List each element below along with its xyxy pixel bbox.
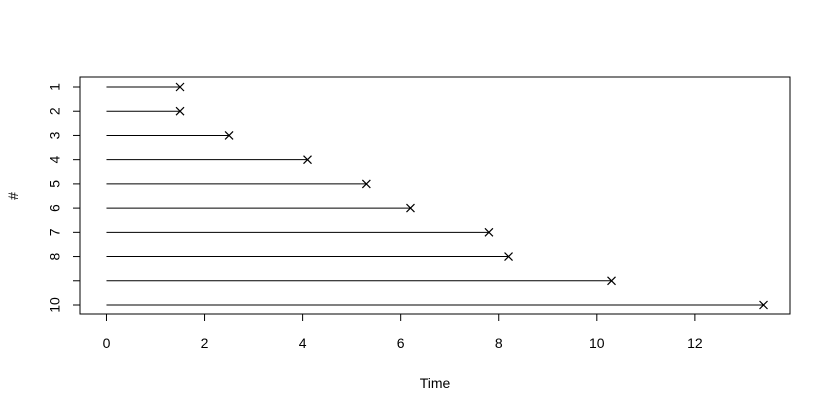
x-axis-label: Time: [420, 375, 451, 391]
y-tick-label: 4: [47, 156, 63, 164]
y-tick-label: 1: [47, 83, 63, 91]
y-tick-label: 10: [47, 297, 63, 313]
y-tick-label: 6: [47, 204, 63, 212]
y-tick-label: 8: [47, 252, 63, 260]
event-marker: [175, 106, 185, 116]
x-tick-label: 2: [201, 335, 209, 351]
event-marker: [484, 227, 494, 237]
event-marker: [224, 131, 234, 140]
event-marker: [175, 82, 185, 92]
y-axis-label: #: [5, 192, 21, 200]
event-marker: [504, 252, 513, 261]
event-marker: [406, 203, 415, 213]
x-tick-label: 0: [103, 335, 111, 351]
x-tick-label: 12: [687, 335, 703, 351]
y-tick-label: 7: [47, 228, 63, 236]
event-marker: [361, 179, 371, 189]
plot-box: [79, 76, 791, 315]
x-tick-label: 6: [397, 335, 405, 351]
x-tick-label: 8: [495, 335, 503, 351]
y-tick-label: 3: [47, 131, 63, 139]
event-marker: [303, 155, 312, 165]
x-tick-label: 10: [589, 335, 605, 351]
event-marker: [759, 300, 768, 310]
x-tick-label: 4: [299, 335, 307, 351]
event-marker: [607, 276, 616, 286]
y-tick-label: 5: [47, 180, 63, 188]
y-tick-label: 2: [47, 107, 63, 115]
